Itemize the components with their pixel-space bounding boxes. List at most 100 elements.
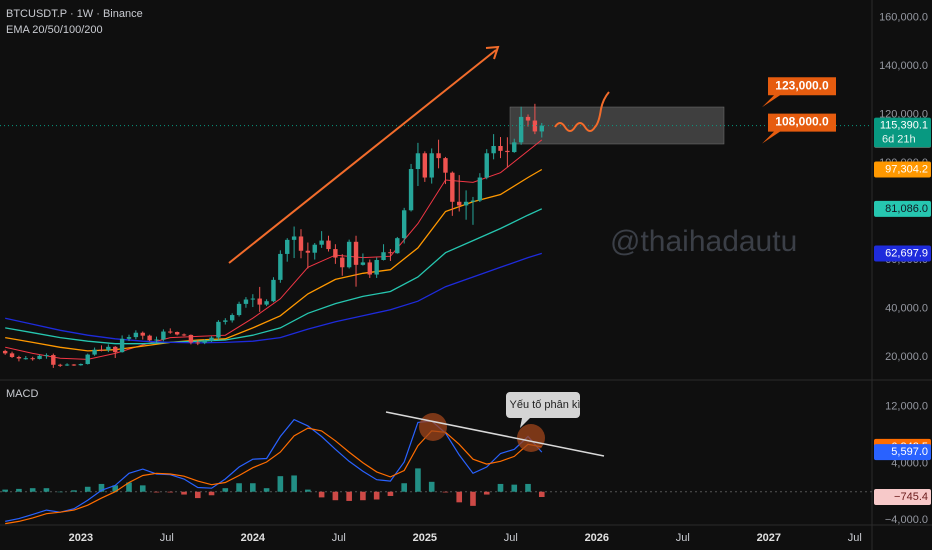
candle-body xyxy=(23,358,28,360)
candle-body xyxy=(505,150,510,153)
ema-price-tag: 81,086.0 xyxy=(885,203,928,215)
macd-tick-label: −4,000.0 xyxy=(885,514,928,526)
macd-histogram-bar xyxy=(415,468,421,492)
macd-histogram-bar xyxy=(277,476,284,492)
candle-body xyxy=(498,146,503,151)
candle-body xyxy=(401,210,407,239)
candle-body xyxy=(408,169,414,211)
macd-histogram-bar xyxy=(29,488,36,492)
candle-body xyxy=(457,201,462,206)
divergence-line xyxy=(385,411,605,457)
candle-body xyxy=(174,332,180,335)
candle-body xyxy=(477,177,483,201)
candle-body xyxy=(381,252,386,260)
candle-body xyxy=(113,346,118,353)
candle-body xyxy=(44,355,49,357)
macd-histogram-bar xyxy=(181,491,187,495)
x-tick-label: Jul xyxy=(676,532,690,544)
candle-body xyxy=(285,239,290,254)
macd-histogram-bar xyxy=(318,491,325,498)
candle-body xyxy=(532,120,538,132)
candle-body xyxy=(518,116,524,143)
x-tick-label: Jul xyxy=(848,532,862,544)
macd-histogram-bar xyxy=(2,489,8,492)
histogram-tag-bg xyxy=(874,488,931,505)
candle-body xyxy=(278,253,283,280)
candle-body xyxy=(250,298,256,300)
macd-histogram-bar xyxy=(305,489,311,492)
candle-body xyxy=(463,201,469,206)
candle-body xyxy=(85,354,90,365)
candle-body xyxy=(360,262,366,265)
callout-box xyxy=(762,113,836,144)
candle-body xyxy=(154,339,159,341)
candle-body xyxy=(223,320,228,322)
x-tick-label: 2023 xyxy=(69,532,93,544)
candle-body xyxy=(374,259,379,275)
x-tick-label: 2026 xyxy=(585,532,609,544)
chart-subtitle: EMA 20/50/100/200 xyxy=(6,24,103,36)
candle-body xyxy=(353,241,359,265)
macd-title: MACD xyxy=(6,388,38,400)
macd-histogram-bar xyxy=(250,483,256,492)
macd-histogram-bar xyxy=(126,482,132,492)
last-price-tag: 115,390.1 xyxy=(880,120,928,132)
x-tick-label: 2024 xyxy=(241,532,266,544)
last-price-tag-bg xyxy=(874,117,931,148)
x-tick-label: Jul xyxy=(160,532,174,544)
ema-line xyxy=(5,168,543,352)
divergence-circle xyxy=(517,424,545,452)
candle-body xyxy=(140,332,145,336)
candle-body xyxy=(326,240,331,250)
y-tick-label: 120,000.0 xyxy=(879,108,928,120)
macd-histogram-bar xyxy=(291,475,297,492)
macd-histogram-bar xyxy=(511,484,518,492)
candle-body xyxy=(168,331,173,333)
trend-arrow xyxy=(228,49,497,264)
candle-body xyxy=(209,337,214,341)
candle-body xyxy=(319,240,324,245)
macd-histogram-bar xyxy=(373,491,380,500)
macd-histogram-bar xyxy=(538,491,545,497)
macd-histogram-bar xyxy=(346,491,352,501)
candle-body xyxy=(51,355,56,365)
macd-histogram-bar xyxy=(263,488,270,492)
candle-body xyxy=(525,116,531,121)
macd-histogram-bar xyxy=(139,485,146,492)
y-tick-label: 20,000.0 xyxy=(885,351,928,363)
macd-histogram-bar xyxy=(236,483,242,492)
histogram-tag: −745.4 xyxy=(894,491,928,503)
note-bubble xyxy=(506,392,580,428)
candle-body xyxy=(470,200,476,202)
candle-body xyxy=(333,249,338,258)
macd-histogram-bar xyxy=(153,491,160,493)
candle-body xyxy=(161,331,166,340)
candle-body xyxy=(346,241,352,268)
candle-body xyxy=(236,303,242,316)
candle-body xyxy=(71,364,77,366)
ema-line xyxy=(5,252,542,344)
macd-histogram-bar xyxy=(98,483,105,492)
callout-box xyxy=(762,77,836,108)
macd-histogram-bar xyxy=(428,481,435,492)
candle-body xyxy=(491,146,496,154)
candle-body xyxy=(422,153,428,178)
macd-tick-label: 12,000.0 xyxy=(885,401,928,413)
macd-histogram-bar xyxy=(387,491,394,496)
macd-histogram-bar xyxy=(497,483,504,492)
macd-histogram-bar xyxy=(483,491,490,495)
candle-body xyxy=(30,358,35,360)
macd-histogram-bar xyxy=(442,491,449,493)
macd-histogram-bar xyxy=(470,491,476,506)
watermark: @thaihadautu xyxy=(610,225,797,258)
candle-body xyxy=(305,250,311,253)
chart-title: BTCUSDT.P · 1W · Binance xyxy=(6,8,143,20)
candle-body xyxy=(106,346,111,351)
macd-histogram-bar xyxy=(43,488,50,492)
candle-body xyxy=(147,335,152,341)
ema-price-tag-bg xyxy=(874,200,931,217)
candle-body xyxy=(243,299,249,304)
candle-body xyxy=(9,353,15,357)
candle-body xyxy=(181,334,187,336)
